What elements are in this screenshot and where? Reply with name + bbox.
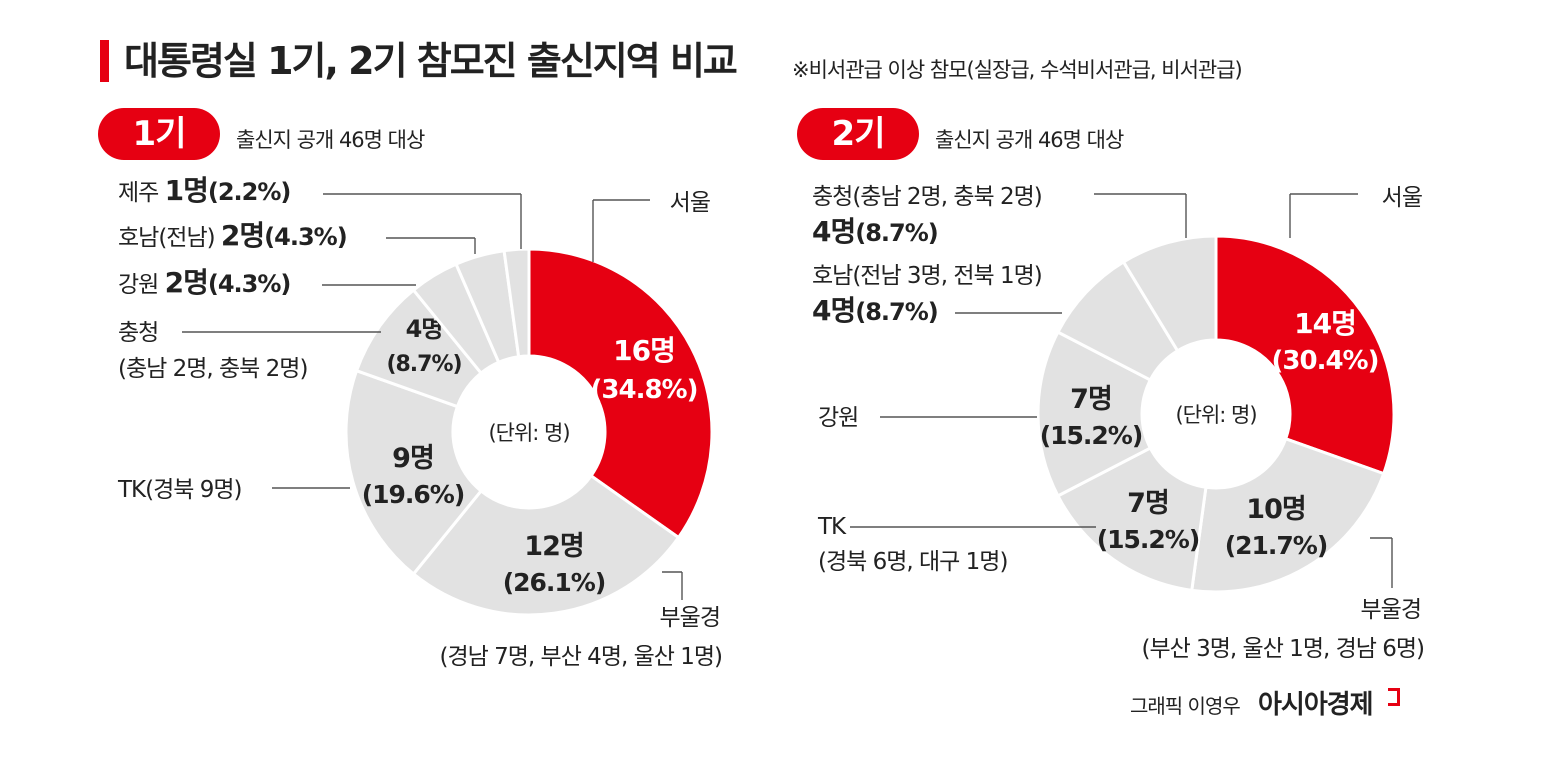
chart2-slice-3 xyxy=(1036,330,1153,498)
chart2-count-label-1: 10명 xyxy=(1246,494,1305,525)
chart1-region-label-6-0: 제주 1명(2.2%) xyxy=(118,174,290,207)
chart1-region-label-3-1: (충남 2명, 충북 2명) xyxy=(118,356,307,382)
chart1-region-label-0-0: 서울 xyxy=(670,190,710,216)
chart2-slice-0 xyxy=(1214,234,1396,476)
chart1-slice-6 xyxy=(502,247,531,359)
chart1-count-label-1: 12명 xyxy=(524,531,583,562)
panel-1-note: 출신지 공개 46명 대상 xyxy=(236,128,425,152)
chart2-region-label-0-0: 서울 xyxy=(1382,185,1422,211)
chart1-count-label-0: 16명 xyxy=(613,334,675,367)
chart1-region-label-4-0: 강원 2명(4.3%) xyxy=(118,266,290,299)
brand-mark-icon xyxy=(1388,688,1400,706)
chart1-region-label-2-0: TK(경북 9명) xyxy=(117,477,242,503)
panel-2-note: 출신지 공개 46명 대상 xyxy=(935,128,1124,152)
chart1-slice-2 xyxy=(344,368,484,577)
chart2-region-label-4-1: 4명(8.7%) xyxy=(812,294,938,327)
chart2-pct-label-2: (15.2%) xyxy=(1097,525,1200,554)
chart2-count-label-2: 7명 xyxy=(1127,488,1169,519)
page-title: 대통령실 1기, 2기 참모진 출신지역 비교 xyxy=(124,39,738,83)
chart1-slice-1 xyxy=(411,473,681,617)
panel-2-badge: 2기 xyxy=(797,108,919,160)
brand-logo: 아시아경제 xyxy=(1258,690,1374,720)
chart1-pct-label-1: (26.1%) xyxy=(503,568,606,597)
chart1-slice-0 xyxy=(527,247,714,540)
chart2-region-label-3-0: 강원 xyxy=(818,405,858,431)
page-subtitle: ※비서관급 이상 참모(실장급, 수석비서관급, 비서관급) xyxy=(792,58,1243,82)
chart1-region-label-3-0: 충청 xyxy=(118,320,158,346)
chart2-pct-label-0: (30.4%) xyxy=(1272,346,1379,376)
chart2-slice-1 xyxy=(1190,436,1386,594)
chart2-pct-label-1: (21.7%) xyxy=(1225,531,1328,560)
chart1-region-label-1-0: 부울경 xyxy=(660,605,720,631)
graphic-credit: 그래픽 이영우 xyxy=(1130,694,1241,718)
chart2-slice-5 xyxy=(1121,234,1218,353)
chart2-region-label-1-0: 부울경 xyxy=(1361,597,1421,623)
chart1-count-label-2: 9명 xyxy=(392,443,434,474)
chart1-pct-label-2: (19.6%) xyxy=(362,480,465,509)
chart2-slice-2 xyxy=(1055,446,1208,593)
chart2-region-label-2-0: TK xyxy=(817,514,847,540)
chart2-region-label-5-0: 충청(충남 2명, 충북 2명) xyxy=(812,184,1042,210)
chart2-center-label: (단위: 명) xyxy=(1175,403,1256,427)
title-accent-bar xyxy=(100,40,109,82)
chart1-pct-label-0: (34.8%) xyxy=(591,375,698,405)
chart1-region-label-5-0: 호남(전남) 2명(4.3%) xyxy=(118,219,347,252)
chart2-count-label-3: 7명 xyxy=(1070,384,1112,415)
chart2-region-label-1-1: (부산 3명, 울산 1명, 경남 6명) xyxy=(1142,636,1424,662)
chart2-count-label-0: 14명 xyxy=(1294,307,1356,340)
chart2-region-label-4-0: 호남(전남 3명, 전북 1명) xyxy=(812,263,1042,289)
chart1-center-label: (단위: 명) xyxy=(488,421,569,445)
panel-1-badge: 1기 xyxy=(98,108,220,160)
chart1-region-label-1-1: (경남 7명, 부산 4명, 울산 1명) xyxy=(440,644,722,670)
chart2-region-label-5-1: 4명(8.7%) xyxy=(812,215,938,248)
chart2-region-label-2-1: (경북 6명, 대구 1명) xyxy=(818,549,1007,575)
chart1-pct-label-3: (8.7%) xyxy=(386,352,461,377)
chart2-pct-label-3: (15.2%) xyxy=(1040,421,1143,450)
